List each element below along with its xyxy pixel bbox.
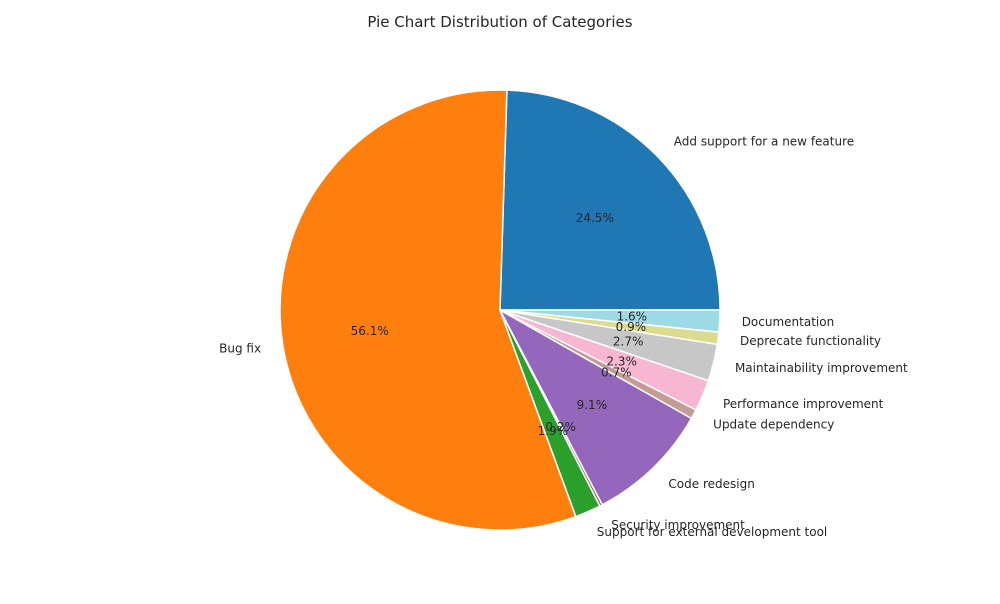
slice-label-code-redesign: Code redesign bbox=[668, 477, 754, 491]
pct-label-documentation: 1.6% bbox=[617, 310, 648, 324]
slice-label-update-dependency: Update dependency bbox=[713, 418, 834, 432]
pct-label-support-for-external-development-tool: 1.9% bbox=[538, 424, 569, 438]
pct-label-performance-improvement: 2.3% bbox=[606, 354, 637, 368]
pie-slice-bug-fix bbox=[279, 89, 577, 531]
slice-label-deprecate-functionality: Deprecate functionality bbox=[740, 334, 881, 348]
slices-layer bbox=[279, 89, 721, 531]
pct-label-security-improvement: 0.2% bbox=[545, 420, 576, 434]
slice-label-performance-improvement: Performance improvement bbox=[723, 397, 884, 411]
chart-title: Pie Chart Distribution of Categories bbox=[367, 13, 632, 31]
slice-label-support-for-external-development-tool: Support for external development tool bbox=[597, 525, 827, 539]
pct-label-add-support-for-a-new-feature: 24.5% bbox=[576, 211, 614, 225]
pie-slice-code-redesign bbox=[499, 309, 693, 506]
slice-label-documentation: Documentation bbox=[742, 315, 835, 329]
labels-layer: Add support for a new feature 24.5% Bug fi… bbox=[219, 135, 908, 539]
pct-label-update-dependency: 0.7% bbox=[601, 366, 632, 380]
slice-label-security-improvement: Security improvement bbox=[611, 518, 745, 532]
pct-label-maintainability-improvement: 2.7% bbox=[613, 335, 644, 349]
slice-label-maintainability-improvement: Maintainability improvement bbox=[735, 361, 908, 375]
slice-label-add-support-for-a-new-feature: Add support for a new feature bbox=[674, 135, 854, 149]
pie-slice-documentation bbox=[499, 309, 721, 333]
pie-slice-add-support-for-a-new-feature bbox=[499, 89, 721, 311]
pct-label-bug-fix: 56.1% bbox=[351, 324, 389, 338]
pct-label-deprecate-functionality: 0.9% bbox=[616, 320, 647, 334]
pct-label-code-redesign: 9.1% bbox=[577, 398, 608, 412]
slice-label-bug-fix: Bug fix bbox=[219, 342, 261, 356]
